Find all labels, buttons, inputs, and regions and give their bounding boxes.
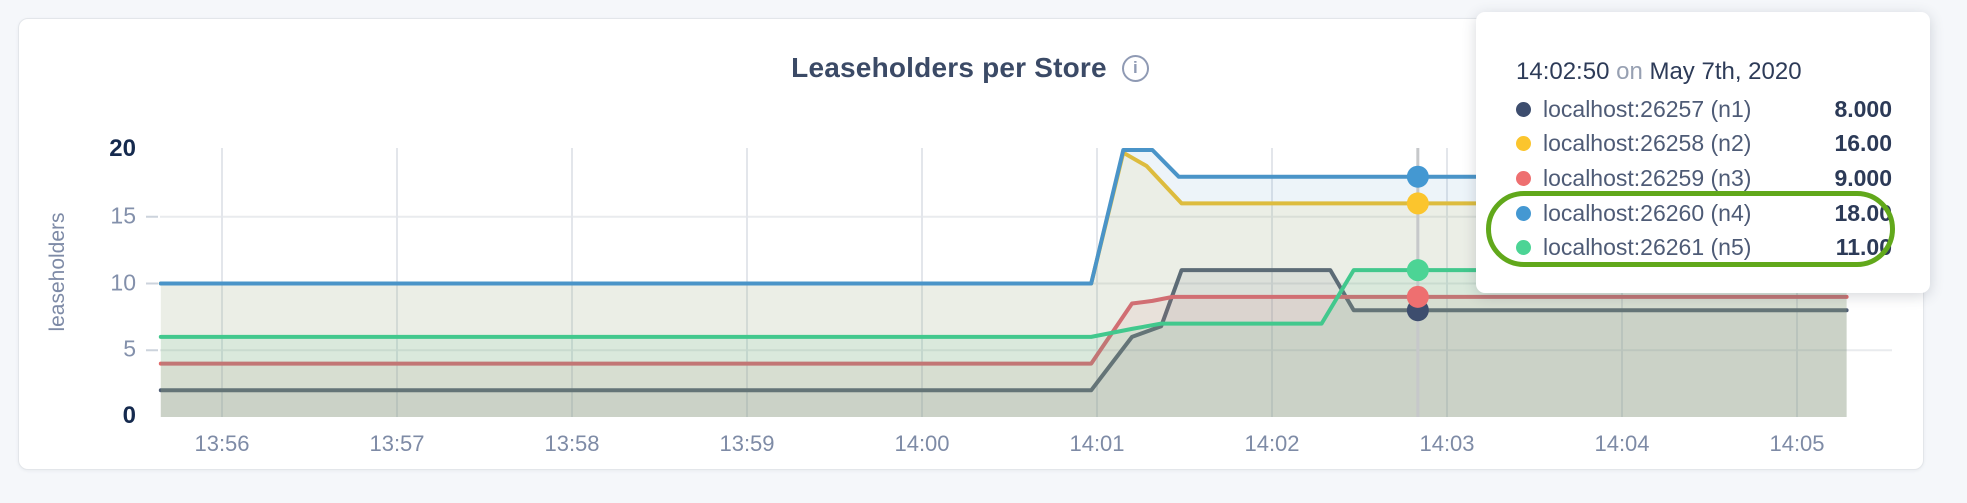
tooltip-series-row: localhost:26260 (n4) 18.00: [1516, 196, 1892, 231]
info-icon[interactable]: i: [1121, 54, 1149, 82]
x-tick-label: 13:59: [719, 431, 775, 456]
y-tick-label: 5: [123, 335, 136, 362]
series-line: [158, 268, 1849, 339]
y-tick-label: 10: [110, 268, 136, 295]
series-color-dot: [1516, 205, 1531, 221]
y-tick-label: 15: [110, 202, 136, 229]
x-tick-label: 14:01: [1069, 431, 1125, 456]
tooltip-connector: on: [1616, 58, 1643, 85]
series-label: localhost:26259 (n3): [1543, 164, 1752, 191]
x-tick-label: 13:56: [194, 431, 250, 456]
tooltip-series-row: localhost:26258 (n2) 16.00: [1516, 127, 1892, 162]
tooltip-timestamp: 14:02:50 on May 7th, 2020: [1516, 58, 1802, 86]
tooltip-series-list: localhost:26257 (n1) 8.000 localhost:26258…: [1516, 92, 1892, 265]
hover-dot: [1406, 192, 1429, 215]
y-tick-label: 0: [122, 401, 136, 429]
hover-dot: [1406, 259, 1429, 282]
y-tick-label: 20: [109, 134, 136, 162]
series-color-dot: [1516, 240, 1531, 256]
series-label: localhost:26260 (n4): [1543, 199, 1752, 226]
series-area: [160, 270, 1847, 417]
series-label: localhost:26258 (n2): [1543, 130, 1752, 157]
series-label: localhost:26261 (n5): [1543, 234, 1752, 261]
x-tick-label: 14:02: [1244, 431, 1300, 456]
x-tick-label: 14:05: [1769, 431, 1825, 456]
series-value: 18.00: [1834, 199, 1892, 226]
hover-tooltip: 14:02:50 on May 7th, 2020 localhost:2625…: [1476, 12, 1930, 293]
x-tick-label: 13:57: [369, 431, 425, 456]
tooltip-series-row: localhost:26259 (n3) 9.000: [1516, 161, 1892, 196]
hover-dot: [1406, 285, 1429, 308]
series-area: [160, 296, 1847, 417]
series-value: 16.00: [1834, 130, 1892, 157]
tooltip-date: May 7th, 2020: [1649, 58, 1802, 85]
x-tick-label: 14:00: [894, 431, 950, 456]
tooltip-series-row: localhost:26261 (n5) 11.00: [1516, 230, 1892, 265]
x-tick-label: 14:04: [1594, 431, 1650, 456]
series-label: localhost:26257 (n1): [1543, 95, 1752, 122]
series-color-dot: [1516, 101, 1531, 117]
series-value: 11.00: [1835, 234, 1892, 261]
tooltip-series-row: localhost:26257 (n1) 8.000: [1516, 92, 1892, 127]
series-color-dot: [1516, 170, 1531, 186]
series-value: 8.000: [1834, 95, 1892, 122]
tooltip-time: 14:02:50: [1516, 58, 1610, 85]
series-line: [158, 148, 1849, 286]
x-tick-label: 13:58: [544, 431, 600, 456]
hover-dot: [1406, 165, 1429, 188]
x-tick-label: 14:03: [1419, 431, 1475, 456]
series-value: 9.000: [1834, 164, 1892, 191]
series-color-dot: [1516, 136, 1531, 152]
series-line: [158, 294, 1849, 366]
